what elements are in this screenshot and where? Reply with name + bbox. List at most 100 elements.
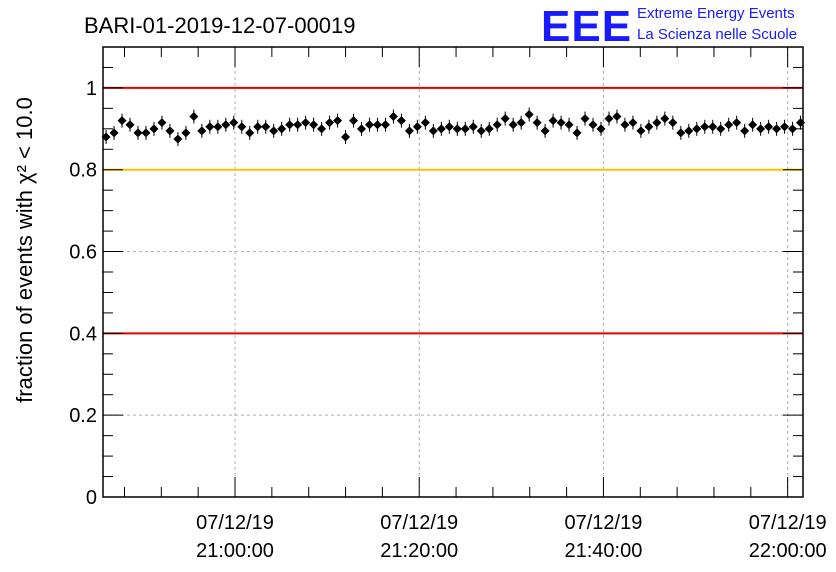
- point-marker: [436, 124, 446, 134]
- data-point: [596, 121, 606, 136]
- point-marker: [261, 122, 271, 132]
- point-marker: [796, 118, 806, 128]
- point-marker: [788, 124, 798, 134]
- data-point: [524, 107, 534, 122]
- data-point: [221, 117, 231, 132]
- point-marker: [197, 126, 207, 136]
- data-point: [580, 111, 590, 126]
- point-marker: [748, 120, 758, 130]
- data-point: [229, 115, 239, 130]
- point-marker: [109, 128, 119, 138]
- point-marker: [532, 118, 542, 128]
- point-marker: [692, 124, 702, 134]
- point-marker: [708, 122, 718, 132]
- logo-line-1: Extreme Energy Events: [637, 5, 795, 22]
- data-point: [197, 123, 207, 138]
- x-tick-label-date: 07/12/19: [749, 512, 827, 534]
- point-marker: [157, 118, 167, 128]
- data-point: [468, 119, 478, 134]
- data-point: [277, 121, 287, 136]
- point-marker: [476, 126, 486, 136]
- data-point: [141, 125, 151, 140]
- point-marker: [588, 120, 598, 130]
- point-marker: [205, 122, 215, 132]
- data-point: [333, 113, 343, 128]
- point-marker: [141, 128, 151, 138]
- data-point: [261, 119, 271, 134]
- data-point: [796, 115, 806, 130]
- x-tick-label-date: 07/12/19: [565, 512, 643, 534]
- data-point: [764, 119, 774, 134]
- data-point: [620, 117, 630, 132]
- data-point: [700, 119, 710, 134]
- data-point: [173, 132, 183, 147]
- data-point: [237, 119, 247, 134]
- data-point: [660, 111, 670, 126]
- point-marker: [500, 114, 510, 124]
- point-marker: [732, 118, 742, 128]
- data-point: [213, 119, 223, 134]
- data-point: [269, 123, 279, 138]
- y-tick-label: 1: [86, 78, 97, 100]
- data-point: [189, 109, 199, 124]
- data-point: [676, 125, 686, 140]
- data-point: [165, 123, 175, 138]
- point-marker: [620, 120, 630, 130]
- data-point: [293, 117, 303, 132]
- x-tick-label-date: 07/12/19: [380, 512, 458, 534]
- data-point: [628, 115, 638, 130]
- data-point: [133, 125, 143, 140]
- data-point: [364, 117, 374, 132]
- point-marker: [277, 124, 287, 134]
- data-point: [157, 115, 167, 130]
- data-point: [109, 125, 119, 140]
- point-marker: [740, 126, 750, 136]
- point-marker: [349, 116, 359, 126]
- point-marker: [293, 120, 303, 130]
- data-point: [452, 121, 462, 136]
- point-marker: [524, 110, 534, 119]
- point-marker: [556, 118, 566, 128]
- data-point: [588, 117, 598, 132]
- point-marker: [636, 126, 646, 136]
- point-marker: [245, 128, 255, 138]
- data-point: [788, 121, 798, 136]
- logo-line-2: La Scienza nelle Scuole: [637, 26, 797, 43]
- point-marker: [756, 124, 766, 134]
- point-marker: [341, 132, 351, 142]
- data-point: [644, 119, 654, 134]
- y-tick-label: 0.6: [69, 242, 97, 264]
- point-marker: [764, 122, 774, 132]
- data-point: [772, 121, 782, 136]
- data-point: [508, 117, 518, 132]
- point-marker: [700, 122, 710, 132]
- data-point: [117, 113, 127, 128]
- tick-labels: 0 0.2 0.4 0.6 0.8 1 07/12/19 21:00:00 07/12/19 21…: [69, 78, 826, 562]
- data-point: [245, 125, 255, 140]
- point-marker: [149, 124, 159, 134]
- point-marker: [396, 116, 406, 126]
- point-marker: [516, 118, 526, 128]
- data-point: [420, 115, 430, 130]
- point-marker: [269, 126, 279, 136]
- data-point: [564, 117, 574, 132]
- x-tick-label-date: 07/12/19: [196, 512, 274, 534]
- data-point: [349, 113, 359, 128]
- point-marker: [676, 128, 686, 138]
- point-marker: [309, 120, 319, 130]
- data-point: [412, 119, 422, 134]
- data-point: [492, 117, 502, 132]
- data-point: [716, 121, 726, 136]
- point-marker: [412, 122, 422, 132]
- point-marker: [285, 120, 295, 130]
- data-point: [556, 115, 566, 130]
- data-point: [636, 123, 646, 138]
- data-point: [317, 121, 327, 136]
- x-tick-label-time: 21:00:00: [196, 540, 274, 562]
- data-point: [756, 121, 766, 136]
- data-point: [740, 123, 750, 138]
- point-marker: [317, 124, 327, 134]
- data-point: [428, 123, 438, 138]
- point-marker: [460, 124, 470, 134]
